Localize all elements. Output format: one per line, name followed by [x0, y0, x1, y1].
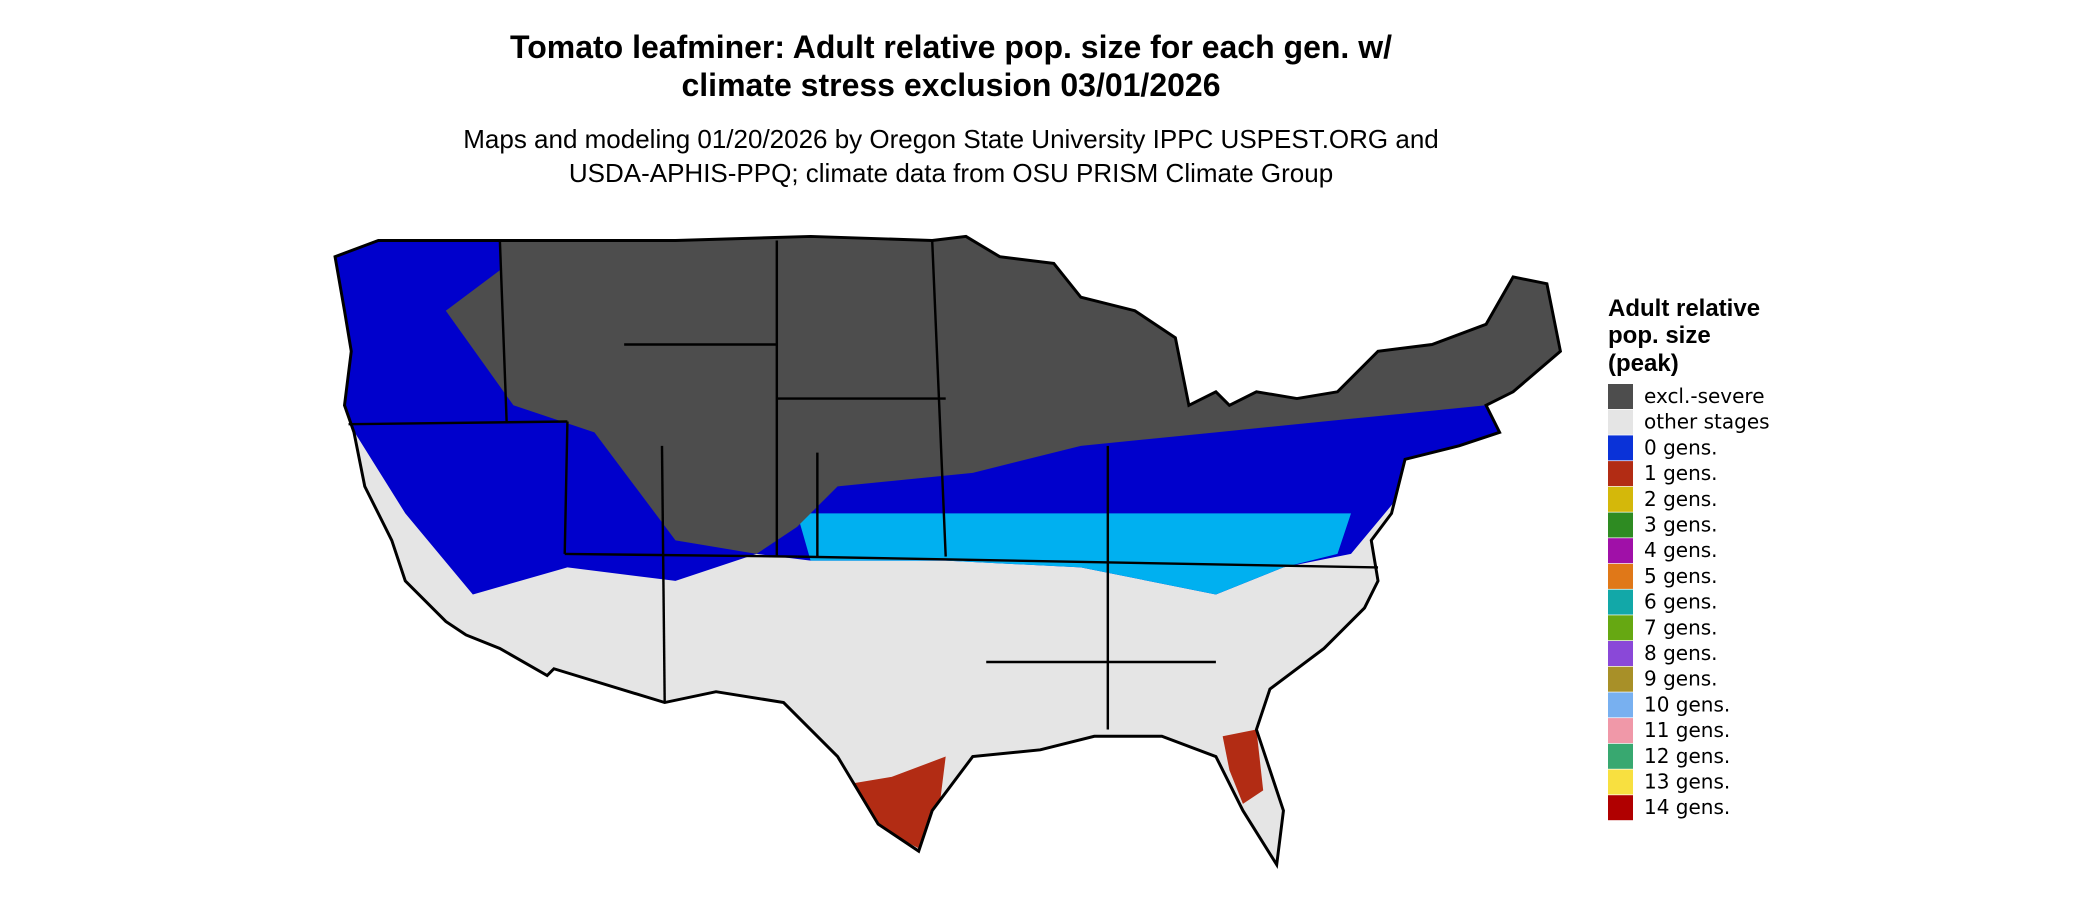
legend-label: 14 gens. — [1644, 795, 1730, 819]
legend-label: 2 gens. — [1644, 487, 1718, 511]
legend-swatch — [1608, 615, 1633, 641]
legend-swatch — [1608, 795, 1633, 821]
legend-title-line: Adult relative — [1608, 295, 1760, 322]
legend-label: 1 gens. — [1644, 461, 1718, 485]
legend-swatch — [1608, 641, 1633, 666]
legend-swatch — [1608, 384, 1633, 409]
legend-title-line: pop. size — [1608, 322, 1711, 349]
legend-label: 7 gens. — [1644, 615, 1718, 639]
title-line: Tomato leafminer: Adult relative pop. si… — [510, 29, 1392, 65]
legend-swatch — [1608, 589, 1633, 615]
legend-swatch — [1608, 666, 1633, 692]
legend-label: 9 gens. — [1644, 667, 1718, 691]
legend-label: 0 gens. — [1644, 435, 1718, 459]
region-zero-gens-light — [797, 513, 1352, 595]
region-red-florida — [1222, 729, 1264, 804]
legend-label: other stages — [1644, 410, 1770, 434]
legend-label: 8 gens. — [1644, 641, 1718, 665]
us-map — [333, 234, 1563, 869]
legend-swatch — [1608, 512, 1633, 538]
legend-swatch — [1608, 718, 1633, 744]
title-line: climate stress exclusion 03/01/2026 — [681, 67, 1220, 103]
legend-label: 3 gens. — [1644, 513, 1718, 537]
subtitle-line: Maps and modeling 01/20/2026 by Oregon S… — [463, 124, 1439, 154]
legend-swatch — [1608, 563, 1633, 589]
legend-swatch — [1608, 743, 1633, 769]
legend-label: 4 gens. — [1644, 538, 1718, 562]
legend-label: 6 gens. — [1644, 590, 1718, 614]
legend-swatch — [1608, 435, 1633, 461]
legend-label: 13 gens. — [1644, 770, 1730, 794]
legend-swatch — [1608, 769, 1633, 795]
legend-label: 11 gens. — [1644, 718, 1730, 742]
legend-swatch — [1608, 486, 1633, 512]
legend-label: 5 gens. — [1644, 564, 1718, 588]
legend-swatch — [1608, 409, 1633, 435]
legend-swatch — [1608, 692, 1633, 718]
legend-label: 12 gens. — [1644, 744, 1730, 768]
subtitle-line: USDA-APHIS-PPQ; climate data from OSU PR… — [569, 158, 1333, 188]
legend: Adult relative pop. size (peak) excl.-se… — [1608, 295, 1770, 821]
legend-label: 10 gens. — [1644, 692, 1730, 716]
legend-title-line: (peak) — [1608, 350, 1679, 377]
state-lines — [348, 240, 1379, 730]
legend-label: excl.-severe — [1644, 384, 1765, 408]
legend-swatch — [1608, 461, 1633, 487]
legend-swatch — [1608, 538, 1633, 564]
region-red-texas — [851, 756, 946, 849]
us-outline — [333, 234, 1563, 869]
